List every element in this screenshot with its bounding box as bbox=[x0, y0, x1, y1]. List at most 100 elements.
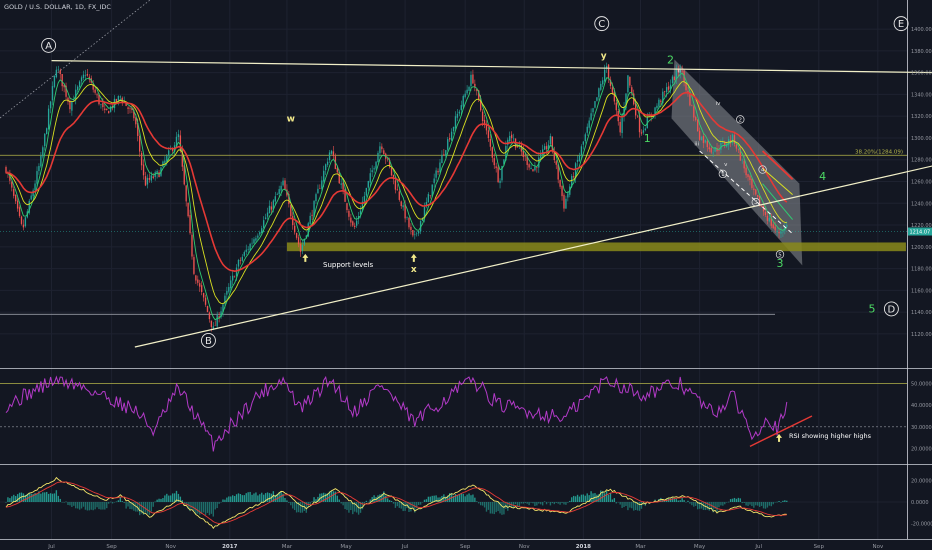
wave-label-text: D bbox=[888, 304, 896, 315]
macd-histogram-bar bbox=[272, 491, 275, 502]
macd-histogram-bar bbox=[574, 496, 577, 502]
candle bbox=[664, 91, 666, 92]
macd-histogram-bar bbox=[435, 495, 437, 502]
macd-histogram-bar bbox=[131, 502, 133, 510]
price-axis[interactable]: 1400.00 1380.00 1360.00 1340.00 1320.00 1300.… bbox=[908, 27, 932, 527]
macd-histogram-bar bbox=[605, 490, 608, 502]
price-axis-label: 1140.00 bbox=[911, 310, 932, 316]
wave-label-circle bbox=[758, 165, 767, 174]
candle bbox=[600, 83, 602, 90]
candle bbox=[691, 105, 693, 107]
macd-histogram-bar bbox=[476, 501, 478, 502]
candle bbox=[305, 235, 307, 238]
macd-histogram-bar bbox=[102, 502, 104, 510]
candle bbox=[627, 75, 629, 93]
candle bbox=[760, 206, 763, 208]
macd-histogram-bar bbox=[313, 497, 315, 502]
candle bbox=[404, 203, 406, 219]
macd-histogram-bar bbox=[53, 493, 56, 502]
macd-histogram-bar bbox=[218, 502, 220, 504]
macd-histogram-bar bbox=[42, 492, 44, 502]
macd-histogram-bar bbox=[774, 502, 776, 503]
candle bbox=[208, 312, 211, 320]
macd-pane[interactable] bbox=[0, 476, 907, 529]
candle bbox=[108, 111, 110, 114]
candle bbox=[332, 151, 335, 157]
candle bbox=[390, 167, 393, 176]
macd-histogram-bar bbox=[237, 493, 240, 502]
candle bbox=[578, 155, 581, 161]
macd-histogram-bar bbox=[528, 502, 530, 506]
macd-histogram-bar bbox=[708, 502, 710, 511]
candle bbox=[235, 267, 238, 277]
macd-histogram-bar bbox=[156, 499, 158, 502]
time-axis-label: Sep bbox=[106, 544, 117, 550]
candle bbox=[363, 196, 366, 202]
candle bbox=[619, 121, 621, 133]
candle bbox=[355, 220, 358, 226]
candle bbox=[731, 134, 734, 143]
macd-histogram-bar bbox=[315, 499, 317, 502]
macd-histogram-bar bbox=[317, 496, 319, 502]
candle bbox=[61, 73, 63, 87]
macd-histogram-bar bbox=[342, 502, 344, 506]
macd-histogram-bar bbox=[65, 501, 67, 503]
rsi-pane[interactable]: RSI showing higher highs bbox=[0, 375, 907, 452]
macd-histogram-bar bbox=[115, 501, 118, 503]
candle bbox=[615, 102, 617, 111]
candle bbox=[290, 204, 292, 217]
candle bbox=[483, 119, 486, 124]
candle bbox=[228, 287, 230, 292]
wave-label: 3 bbox=[751, 198, 760, 207]
macd-histogram-bar bbox=[706, 502, 709, 510]
wave-label: iii bbox=[694, 141, 699, 147]
macd-histogram-bar bbox=[758, 502, 761, 507]
price-axis-label: 1280.00 bbox=[911, 158, 932, 164]
macd-histogram-bar bbox=[98, 502, 100, 510]
candle bbox=[171, 148, 174, 151]
macd-histogram-bar bbox=[516, 502, 519, 508]
candle bbox=[466, 89, 468, 94]
macd-histogram-bar bbox=[483, 502, 486, 508]
macd-histogram-bar bbox=[297, 502, 300, 513]
time-axis[interactable]: Jul Sep Nov 2017 Mar May Jul Sep Nov 2018 Mar May Ju… bbox=[47, 544, 884, 550]
candle bbox=[361, 201, 364, 211]
candle bbox=[456, 113, 459, 118]
candle bbox=[505, 145, 507, 161]
macd-histogram-bar bbox=[201, 502, 203, 514]
candle bbox=[681, 70, 683, 72]
candle bbox=[78, 81, 81, 87]
candle bbox=[695, 117, 697, 121]
candle bbox=[177, 134, 180, 138]
macd-histogram-bar bbox=[232, 495, 234, 502]
candle bbox=[299, 243, 302, 252]
macd-histogram-bar bbox=[319, 493, 321, 502]
candle bbox=[226, 291, 228, 295]
candle bbox=[119, 96, 121, 98]
ema-slow-projection bbox=[761, 150, 794, 180]
fib-level-label: 38.20%(1284.09) bbox=[855, 149, 903, 155]
candle bbox=[202, 293, 205, 298]
candle bbox=[13, 189, 15, 196]
candle bbox=[489, 139, 492, 147]
candle bbox=[551, 136, 554, 151]
candle bbox=[421, 217, 424, 221]
macd-signal-line bbox=[5, 481, 787, 524]
macd-histogram-bar bbox=[106, 502, 108, 509]
macd-histogram-bar bbox=[445, 496, 447, 502]
candle bbox=[780, 231, 782, 234]
macd-histogram-bar bbox=[493, 502, 495, 515]
candle bbox=[613, 91, 616, 102]
rsi-arrow-icon bbox=[776, 433, 783, 442]
macd-histogram-bar bbox=[202, 502, 205, 513]
candle bbox=[187, 202, 189, 217]
candle bbox=[210, 320, 213, 327]
candle bbox=[472, 74, 474, 84]
price-pane[interactable]: 38.20%(1284.09) Support levels A B C E Dw x y 1 2 3… bbox=[0, 0, 932, 348]
macd-histogram-bar bbox=[737, 497, 740, 502]
candle bbox=[474, 83, 476, 88]
price-axis-label: 1160.00 bbox=[911, 288, 932, 294]
candle bbox=[536, 167, 538, 168]
macd-histogram-bar bbox=[598, 494, 600, 502]
